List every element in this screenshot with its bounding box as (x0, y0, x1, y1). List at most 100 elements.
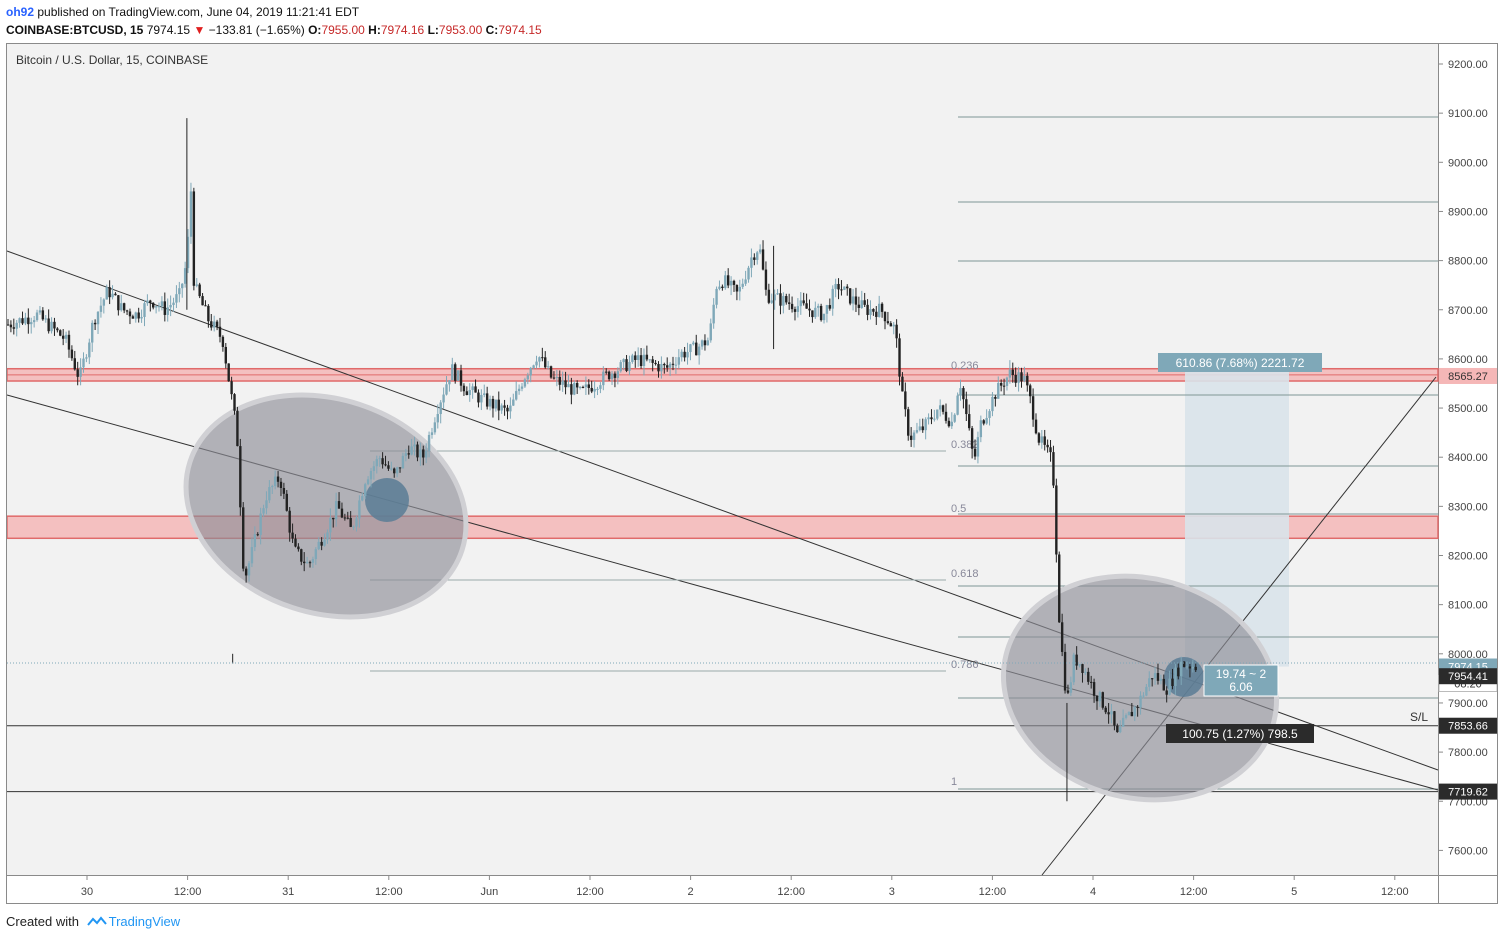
candle-body (134, 312, 137, 319)
candle-body (239, 446, 242, 508)
ellipse-right[interactable] (979, 548, 1300, 828)
ellipse-left[interactable] (157, 360, 495, 652)
candle-body (761, 249, 765, 270)
fib-level-label: 1 (951, 776, 957, 788)
candle-body (120, 303, 123, 311)
candle-body (128, 311, 132, 317)
candle-body (933, 418, 936, 420)
candle-body (244, 568, 248, 576)
candle-body (172, 302, 175, 305)
candle-body (451, 364, 454, 381)
candle-body (143, 303, 146, 317)
candle-body (1026, 375, 1029, 386)
candle-body (785, 296, 788, 303)
tradingview-logo-icon[interactable] (86, 915, 107, 927)
candle-body (363, 484, 367, 497)
x-tick-label: 12:00 (375, 886, 403, 898)
candle-body (944, 411, 948, 421)
candle-body (962, 388, 965, 400)
candle-body (552, 377, 556, 379)
marker-circle-left[interactable] (365, 478, 409, 522)
candle-body (970, 428, 974, 449)
candle-body (1139, 695, 1142, 708)
candle-body (674, 364, 678, 366)
candle-body (883, 311, 887, 322)
candle-body (741, 283, 744, 287)
candle-body (828, 305, 832, 309)
close-label: C: (485, 23, 499, 37)
drawing-labels[interactable]: Bitcoin / U.S. Dollar, 15, COINBASE S/L … (16, 53, 1428, 743)
candle-body (538, 357, 541, 362)
measure-mid-label-1: 19.74 ~ 2 (1216, 667, 1267, 681)
candle-body (1145, 686, 1148, 696)
candle-body (259, 513, 262, 535)
candle-body (851, 296, 855, 304)
measure-mid-badge[interactable]: 19.74 ~ 2 6.06 (1203, 664, 1279, 697)
candle-body (276, 476, 280, 482)
candle-body (1101, 692, 1105, 708)
candle-body (387, 465, 390, 469)
candle-body (250, 547, 254, 564)
candle-body (968, 414, 971, 429)
candle-body (366, 479, 370, 485)
fib-level-label: 0.5 (951, 503, 966, 515)
candle-body (683, 351, 686, 358)
candle-body (819, 305, 823, 321)
candle-body (38, 310, 42, 313)
candle-body (268, 487, 271, 501)
candle-body (1177, 667, 1180, 677)
candle-body (544, 357, 547, 368)
candle-body (448, 380, 451, 385)
candle-body (218, 326, 222, 337)
candle-body (666, 365, 669, 368)
candle-body (854, 296, 858, 305)
measure-down-badge[interactable]: 100.75 (1.27%) 798.5 (1166, 724, 1314, 743)
measure-down-label: 100.75 (1.27%) 798.5 (1182, 727, 1298, 741)
x-tick-label: 12:00 (979, 886, 1007, 898)
price-axis[interactable] (1439, 44, 1497, 875)
candle-body (950, 421, 953, 427)
candle-body (439, 402, 442, 415)
y-tick-label: 9000.00 (1448, 157, 1488, 169)
candle-body (404, 453, 408, 456)
candle-body (915, 430, 919, 433)
candle-body (24, 317, 27, 324)
candle-body (1092, 682, 1096, 696)
candle-body (175, 294, 178, 303)
candle-body (605, 371, 608, 373)
candle-body (393, 468, 396, 474)
candle-body (735, 284, 739, 292)
highlight-ellipses[interactable] (157, 360, 1301, 828)
candle-body (288, 510, 291, 533)
candle-body (1180, 661, 1183, 677)
tradingview-link[interactable]: TradingView (108, 914, 181, 929)
candle-body (628, 361, 631, 371)
candle-body (1078, 664, 1081, 666)
candle-body (503, 405, 506, 408)
candle-body (541, 357, 544, 359)
candle-body (1121, 717, 1125, 727)
candle-body (157, 306, 161, 308)
measure-up-badge[interactable]: 610.86 (7.68%) 2221.72 (1158, 353, 1322, 372)
candle-body (459, 370, 463, 386)
candle-body (1049, 447, 1052, 453)
candle-body (753, 257, 756, 260)
candle-body (311, 559, 315, 563)
candle-body (1191, 666, 1195, 669)
author-link[interactable]: oh92 (6, 5, 35, 19)
candle-body (997, 382, 1000, 399)
candle-body (1110, 711, 1113, 715)
candle-body (320, 541, 323, 546)
candle-body (282, 487, 286, 494)
candle-body (747, 267, 750, 280)
candle-body (532, 365, 535, 368)
candle-body (378, 458, 381, 460)
candle-body (584, 384, 588, 388)
candle-body (700, 340, 704, 347)
candle-body (1046, 444, 1049, 448)
price-change: −133.81 (−1.65%) (208, 23, 305, 37)
candle-body (1072, 654, 1075, 683)
candle-body (941, 405, 945, 412)
candle-body (369, 470, 373, 480)
